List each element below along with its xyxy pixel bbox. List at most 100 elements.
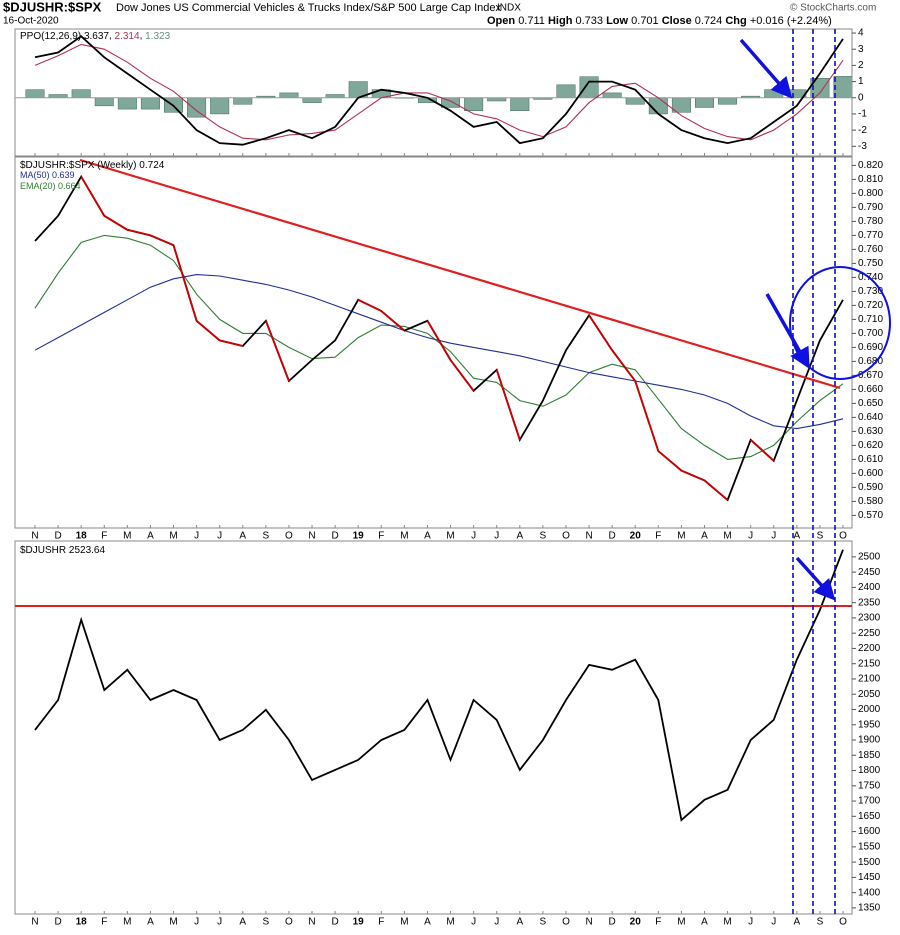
histogram-bar (602, 92, 622, 99)
y-tick-label: 0.670 (858, 370, 883, 381)
y-tick-label: 2500 (858, 552, 881, 563)
y-tick-label: 1750 (858, 780, 881, 791)
down-segment (265, 320, 290, 382)
down-segment (380, 310, 405, 332)
x-tick-label: J (494, 917, 499, 928)
y-tick-label: 0.700 (858, 328, 883, 339)
down-segment (219, 339, 243, 347)
y-tick-label: 0.820 (858, 160, 883, 171)
y-tick-label: 0.790 (858, 202, 883, 213)
legend-value: 0.664 (58, 181, 81, 191)
x-tick-label: A (516, 531, 523, 542)
x-tick-label: J (771, 917, 776, 928)
exchange: INDX (497, 3, 521, 14)
x-tick-label: O (839, 917, 847, 928)
x-tick-label: M (169, 917, 177, 928)
x-tick-label: N (308, 531, 315, 542)
label: High (548, 15, 573, 27)
x-tick-label: O (285, 531, 293, 542)
x-tick-label: J (194, 917, 199, 928)
label: Close (662, 15, 692, 27)
x-tick-label: J (471, 917, 476, 928)
x-tick-label: M (446, 531, 454, 542)
label: Low (606, 15, 628, 27)
symbol: $DJUSHR:$SPX (3, 0, 102, 14)
x-tick-label: M (400, 917, 408, 928)
y-tick-label: 0.590 (858, 482, 883, 493)
x-tick-label: S (817, 531, 824, 542)
x-tick-label: 20 (630, 917, 642, 928)
y-tick-label: 1400 (858, 887, 881, 898)
y-tick-label: 2100 (858, 674, 881, 685)
histogram-bar (140, 97, 160, 110)
histogram-bar (94, 97, 114, 107)
x-tick-label: M (677, 531, 685, 542)
y-tick-label: 0.620 (858, 440, 883, 451)
label: Chg (725, 15, 746, 27)
legend-value: 2.314 (115, 31, 140, 42)
down-segment (449, 359, 475, 392)
trendline (79, 158, 841, 390)
y-tick-label: 2 (858, 60, 864, 71)
histogram-bar (279, 92, 299, 99)
y-tick-label: 1600 (858, 826, 881, 837)
x-tick-label: 18 (76, 531, 88, 542)
series-line (34, 234, 844, 460)
legend: PPO(12,26,9) 3.637, 2.314, 1.323 (20, 31, 171, 42)
x-tick-label: A (424, 531, 431, 542)
y-tick-label: 1350 (858, 903, 881, 914)
histogram-bar (117, 97, 137, 110)
y-tick-label: 0.600 (858, 468, 883, 479)
x-tick-label: A (239, 531, 246, 542)
x-tick-label: N (308, 917, 315, 928)
y-tick-label: 0.730 (858, 286, 883, 297)
x-tick-label: J (194, 531, 199, 542)
x-tick-label: N (585, 917, 592, 928)
x-tick-label: N (585, 531, 592, 542)
y-tick-label: 2400 (858, 582, 881, 593)
histogram-bar (210, 97, 230, 115)
panel-frame (14, 156, 853, 529)
series-line (34, 43, 844, 141)
x-tick-label: N (31, 917, 38, 928)
down-segment (103, 215, 128, 231)
histogram-bar (625, 97, 645, 105)
legend-entry: $DJUSHR:$SPX (Weekly) (20, 160, 137, 171)
y-tick-label: 0.750 (858, 258, 883, 269)
histogram-bar (510, 97, 530, 111)
x-tick-label: O (285, 917, 293, 928)
y-tick-label: 0.800 (858, 188, 883, 199)
legend-value: 0.639 (52, 170, 75, 180)
x-tick-label: O (562, 531, 570, 542)
x-tick-label: A (701, 917, 708, 928)
x-tick-label: D (609, 917, 616, 928)
x-tick-label: M (400, 531, 408, 542)
histogram-bar (187, 97, 207, 118)
x-tick-label: F (378, 917, 384, 928)
x-tick-label: 19 (353, 917, 365, 928)
x-tick-label: 20 (630, 531, 642, 542)
y-tick-label: 0 (858, 92, 864, 103)
legend-entry: PPO(12,26,9) (20, 31, 81, 42)
x-tick-label: M (169, 531, 177, 542)
x-tick-label: D (331, 531, 338, 542)
y-tick-label: 0.630 (858, 426, 883, 437)
y-tick-label: 2300 (858, 613, 881, 624)
plot-area (34, 549, 844, 822)
histogram-bar (464, 97, 484, 111)
x-tick-label: S (817, 917, 824, 928)
down-segment (611, 349, 636, 382)
y-tick-label: 1550 (858, 841, 881, 852)
y-tick-label: 0.640 (858, 412, 883, 423)
x-tick-label: M (723, 917, 731, 928)
legend-value: 0.724 (139, 160, 164, 171)
legend-entry: EMA(20) (20, 181, 56, 191)
x-tick-label: J (494, 531, 499, 542)
down-segment (150, 234, 174, 247)
y-tick-label: 1800 (858, 765, 881, 776)
arrow (739, 38, 793, 99)
x-tick-label: 18 (76, 917, 88, 928)
down-segment (495, 369, 521, 441)
histogram-bar (833, 76, 852, 99)
histogram-bar (233, 97, 253, 105)
